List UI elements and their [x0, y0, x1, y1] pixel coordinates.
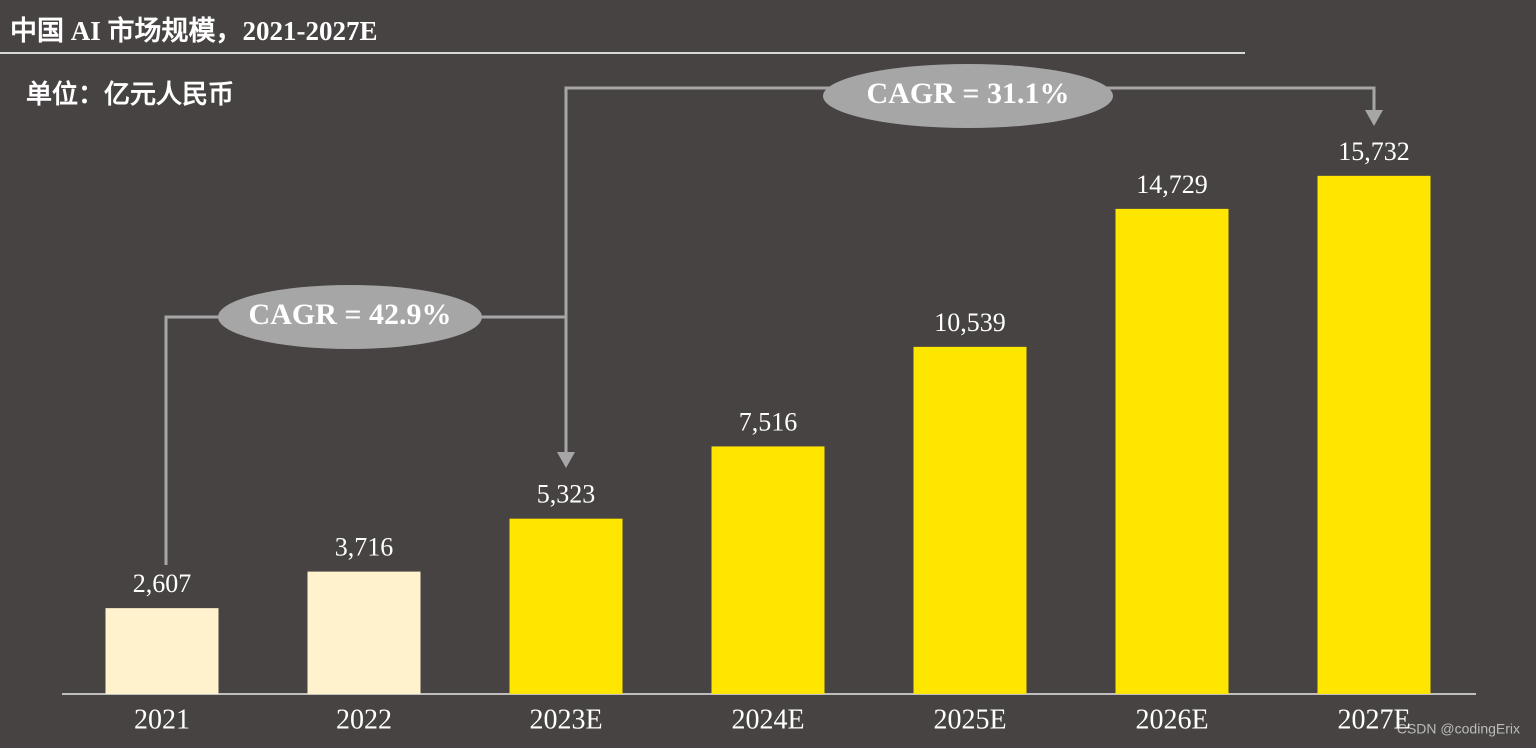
bar [105, 608, 219, 694]
chart-subtitle: 单位：亿元人民币 [26, 79, 234, 109]
bar [307, 571, 421, 694]
cagr-bubble [823, 64, 1113, 128]
value-label: 2,607 [133, 569, 192, 598]
value-label: 5,323 [537, 480, 596, 509]
bar [509, 518, 623, 694]
value-label: 14,729 [1136, 170, 1208, 199]
x-tick-label: 2024E [731, 704, 804, 735]
arrow-head [557, 452, 575, 468]
value-label: 15,732 [1338, 137, 1410, 166]
arrow-head [1365, 110, 1383, 126]
value-label: 3,716 [335, 533, 394, 562]
value-label: 7,516 [739, 407, 798, 436]
value-label: 10,539 [934, 308, 1006, 337]
cagr-label: CAGR = 42.9% [249, 298, 452, 331]
bar [711, 446, 825, 694]
watermark: CSDN @codingErix [1397, 721, 1520, 737]
chart-title: 中国 AI 市场规模，2021-2027E [10, 15, 378, 46]
bar [913, 346, 1027, 694]
x-tick-label: 2026E [1135, 704, 1208, 735]
x-tick-label: 2023E [529, 704, 602, 735]
x-tick-label: 2025E [933, 704, 1006, 735]
bar [1115, 208, 1229, 694]
cagr-bubble [218, 285, 482, 349]
x-tick-label: 2022 [336, 704, 392, 735]
x-tick-label: 2021 [134, 704, 190, 735]
x-tick-label: 2027E [1337, 704, 1410, 735]
cagr-label: CAGR = 31.1% [867, 77, 1070, 110]
bar [1317, 175, 1431, 694]
